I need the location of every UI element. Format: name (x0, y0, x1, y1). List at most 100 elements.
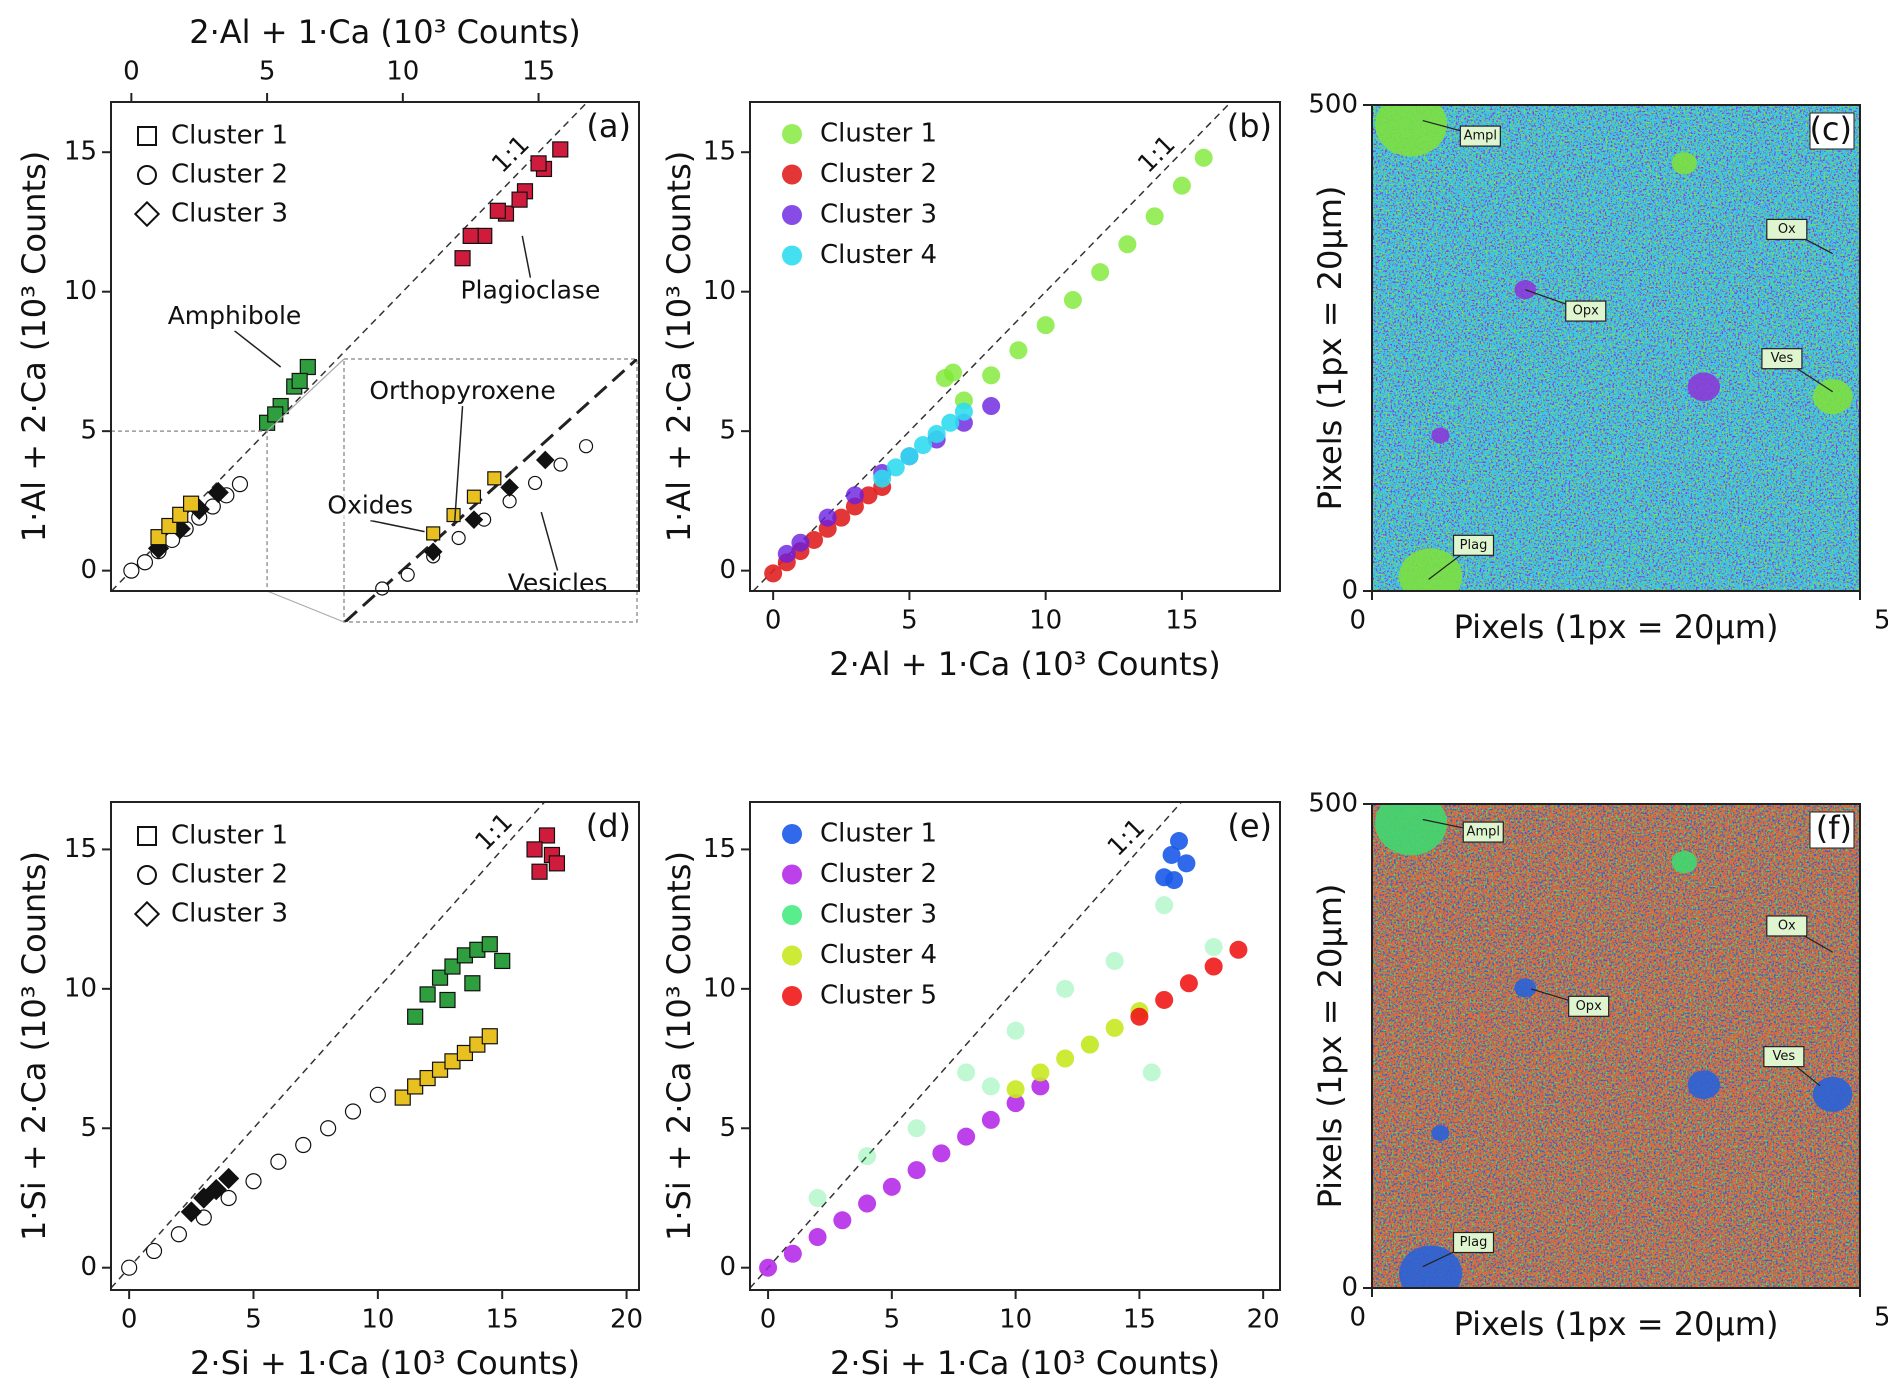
label-box (1452, 1231, 1495, 1254)
marker-square (431, 1061, 449, 1078)
annotation-bg (365, 378, 561, 407)
marker-circle (553, 457, 568, 472)
ratio-label: 1:1 (469, 807, 518, 856)
label-box (1568, 995, 1610, 1017)
y-axis-label: 1·Al + 2·Ca (10³ Counts) (15, 151, 53, 543)
legend-label: Cluster 3 (171, 899, 288, 929)
x-axis-label: 2·Al + 1·Ca (10³ Counts) (829, 645, 1221, 683)
point (783, 1244, 802, 1263)
marker-circle (245, 1173, 262, 1190)
panel-label: (e) (1227, 807, 1272, 845)
marker-circle (375, 581, 390, 596)
legend-label: Cluster 3 (171, 199, 288, 229)
map-grain (1812, 1076, 1853, 1112)
map-speckle (1372, 804, 1860, 1288)
panel: Ampl Ox Opx Ves Plag (f) 0 500 0 500 Pixels (1px =… (1308, 789, 1888, 1344)
marker-diamond (205, 1179, 227, 1201)
x-tick-label: 15 (522, 57, 555, 87)
x-axis-label: 2·Si + 1·Ca (10³ Counts) (830, 1344, 1220, 1381)
point (900, 447, 919, 466)
y-tick-label: 0 (80, 555, 97, 585)
label-box (1452, 534, 1495, 556)
one-to-one-line (111, 802, 546, 1289)
y-tick-label: 0 (719, 555, 736, 585)
marker-diamond (180, 1201, 202, 1223)
marker-square (431, 969, 449, 986)
marker-diamond (218, 1167, 240, 1190)
map-grain (1687, 1070, 1721, 1100)
marker-square (137, 126, 157, 146)
y-tick-label: 5 (719, 1113, 736, 1143)
point (759, 1258, 778, 1277)
panel-label: (c) (1809, 110, 1852, 148)
x-axis-label: 2·Si + 1·Ca (10³ Counts) (190, 1344, 580, 1381)
point (1006, 1094, 1025, 1113)
point (1091, 263, 1110, 282)
map-grain (1375, 804, 1448, 856)
point (927, 424, 946, 443)
label-box (1766, 218, 1808, 241)
marker-diamond (193, 1187, 215, 1209)
marker-diamond (535, 450, 555, 470)
ratio-label: 1:1 (1132, 129, 1181, 178)
point (1031, 1063, 1050, 1082)
one-to-one-line (344, 359, 637, 622)
marker-square (439, 991, 456, 1009)
marker-circle (123, 562, 140, 579)
panel: 1:1 Plagioclase Amphibole Orthopyroxene Oxid… (15, 13, 640, 623)
map-grain (1687, 372, 1721, 402)
leader-line (521, 235, 532, 278)
panel: Ampl Ox Opx Ves Plag (c) 0 500 0 500 Pixels (1px =… (1308, 90, 1888, 647)
marker-square (531, 863, 548, 880)
point (932, 1144, 951, 1163)
point (941, 413, 960, 432)
point (1031, 1077, 1050, 1096)
x-tick-label: 0 (121, 1305, 138, 1335)
marker-square (454, 250, 471, 267)
marker-circle (137, 865, 157, 885)
marker-square (530, 155, 547, 172)
marker-square (552, 141, 569, 158)
label-box (1766, 915, 1808, 937)
axes-frame (110, 801, 640, 1291)
y-tick-label: 15 (703, 834, 736, 864)
point (982, 366, 1001, 385)
map-grain (1375, 105, 1448, 157)
point (1142, 1063, 1161, 1082)
marker-circle (220, 1189, 237, 1207)
map-label: Opx (1576, 999, 1602, 1014)
point (1172, 176, 1191, 195)
map-label: Ox (1778, 918, 1796, 933)
marker-square (464, 975, 481, 992)
x-tick-label: 0 (765, 606, 782, 636)
point (858, 1147, 877, 1166)
y-tick-label: 500 (1308, 789, 1358, 819)
x-tick-label: 10 (386, 57, 419, 87)
map-label: Plag (1460, 1235, 1488, 1250)
marker-square (476, 227, 493, 244)
marker-square (426, 526, 441, 541)
plot-area (750, 802, 1248, 1289)
y-tick-label: 15 (64, 834, 97, 864)
map-grain (1514, 280, 1537, 300)
point (1118, 235, 1137, 254)
legend-label: Cluster 3 (820, 200, 937, 230)
leader-line (234, 330, 282, 368)
marker-circle (145, 1242, 163, 1260)
point (954, 402, 973, 421)
marker-circle (451, 530, 466, 546)
plot-area (111, 102, 588, 591)
y-tick-label: 10 (64, 276, 97, 306)
point (981, 1077, 1000, 1096)
marker-circle (527, 475, 543, 491)
map-grain (1514, 978, 1537, 998)
map-label: Ox (1778, 222, 1796, 237)
marker-diamond (464, 510, 484, 529)
legend-label: Cluster 1 (820, 119, 937, 149)
point (914, 436, 933, 455)
marker-circle (121, 1259, 138, 1276)
marker-square (494, 952, 511, 970)
marker-square (291, 372, 308, 390)
map-grain (1399, 1245, 1463, 1288)
